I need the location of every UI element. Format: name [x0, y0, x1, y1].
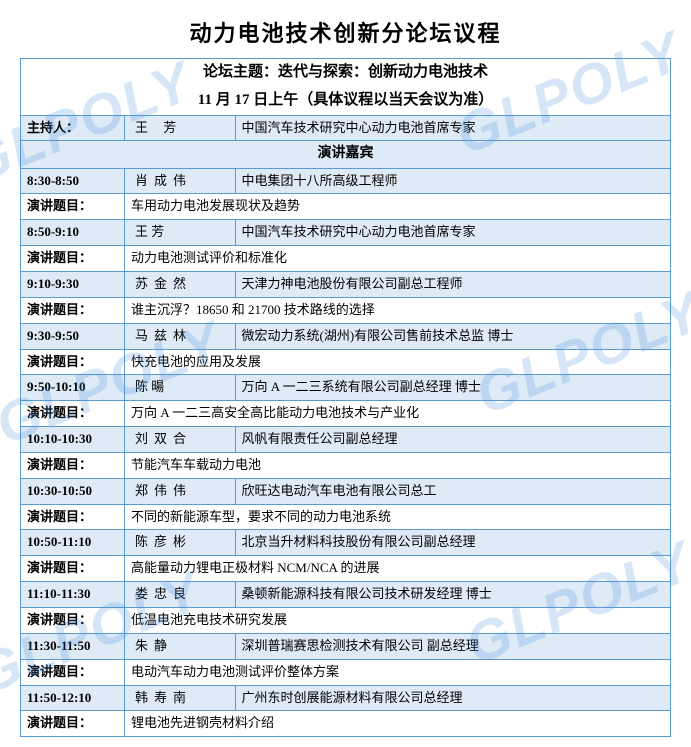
host-row: 主持人： 王 芳 中国汽车技术研究中心动力电池首席专家 [21, 115, 671, 141]
speaker-name: 朱静 [125, 633, 236, 659]
page-title: 动力电池技术创新分论坛议程 [20, 16, 671, 48]
session-time: 9:10-9:30 [21, 272, 125, 298]
subtitle-row: 论坛主题：迭代与探索：创新动力电池技术 [21, 59, 671, 87]
speaker-row: 9:30-9:50马兹林微宏动力系统(湖州)有限公司售前技术总监 博士 [21, 323, 671, 349]
speaker-name: 苏金然 [125, 272, 236, 298]
topic-row: 演讲题目：谁主沉浮？18650 和 21700 技术路线的选择 [21, 297, 671, 323]
speaker-row: 10:30-10:50郑伟伟欣旺达电动汽车电池有限公司总工 [21, 478, 671, 504]
forum-subtitle: 论坛主题：迭代与探索：创新动力电池技术 [21, 59, 671, 87]
speaker-name: 娄忠良 [125, 582, 236, 608]
speaker-org: 万向 A 一二三系统有限公司副总经理 博士 [235, 375, 671, 401]
topic-text: 低温电池充电技术研究发展 [125, 607, 671, 633]
speaker-org: 深圳普瑞赛思检测技术有限公司 副总经理 [235, 633, 671, 659]
session-time: 8:30-8:50 [21, 168, 125, 194]
topic-text: 快充电池的应用及发展 [125, 349, 671, 375]
topic-text: 锂电池先进钢壳材料介绍 [125, 711, 671, 737]
topic-label: 演讲题目： [21, 452, 125, 478]
session-time: 11:30-11:50 [21, 633, 125, 659]
topic-text: 高能量动力锂电正极材料 NCM/NCA 的进展 [125, 556, 671, 582]
speaker-row: 8:50-9:10王 芳中国汽车技术研究中心动力电池首席专家 [21, 220, 671, 246]
topic-label: 演讲题目： [21, 711, 125, 737]
speaker-row: 11:50-12:10韩寿南广州东时创展能源材料有限公司总经理 [21, 685, 671, 711]
host-label: 主持人： [21, 115, 125, 141]
speakers-header: 演讲嘉宾 [21, 141, 671, 168]
topic-label: 演讲题目： [21, 401, 125, 427]
topic-row: 演讲题目：锂电池先进钢壳材料介绍 [21, 711, 671, 737]
topic-label: 演讲题目： [21, 607, 125, 633]
host-name: 王 芳 [125, 115, 236, 141]
speaker-org: 天津力神电池股份有限公司副总工程师 [235, 272, 671, 298]
topic-label: 演讲题目： [21, 659, 125, 685]
topic-text: 不同的新能源车型，要求不同的动力电池系统 [125, 504, 671, 530]
forum-date: 11 月 17 日上午（具体议程以当天会议为准） [21, 87, 671, 115]
speaker-org: 桑顿新能源科技有限公司技术研发经理 博士 [235, 582, 671, 608]
topic-label: 演讲题目： [21, 194, 125, 220]
speaker-name: 刘双合 [125, 427, 236, 453]
speaker-row: 10:10-10:30刘双合风帆有限责任公司副总经理 [21, 427, 671, 453]
date-row: 11 月 17 日上午（具体议程以当天会议为准） [21, 87, 671, 115]
topic-row: 演讲题目：低温电池充电技术研究发展 [21, 607, 671, 633]
speaker-org: 中国汽车技术研究中心动力电池首席专家 [235, 220, 671, 246]
speaker-name: 郑伟伟 [125, 478, 236, 504]
session-time: 11:10-11:30 [21, 582, 125, 608]
topic-row: 演讲题目：车用动力电池发展现状及趋势 [21, 194, 671, 220]
topic-text: 车用动力电池发展现状及趋势 [125, 194, 671, 220]
speaker-row: 11:30-11:50朱静深圳普瑞赛思检测技术有限公司 副总经理 [21, 633, 671, 659]
speaker-row: 9:50-10:10陈 暘万向 A 一二三系统有限公司副总经理 博士 [21, 375, 671, 401]
speaker-name: 陈 暘 [125, 375, 236, 401]
session-time: 10:30-10:50 [21, 478, 125, 504]
topic-label: 演讲题目： [21, 556, 125, 582]
session-time: 11:50-12:10 [21, 685, 125, 711]
topic-text: 万向 A 一二三高安全高比能动力电池技术与产业化 [125, 401, 671, 427]
topic-text: 电动汽车动力电池测试评价整体方案 [125, 659, 671, 685]
topic-label: 演讲题目： [21, 349, 125, 375]
topic-row: 演讲题目：电动汽车动力电池测试评价整体方案 [21, 659, 671, 685]
session-time: 10:50-11:10 [21, 530, 125, 556]
host-org: 中国汽车技术研究中心动力电池首席专家 [235, 115, 671, 141]
speaker-name: 马兹林 [125, 323, 236, 349]
topic-row: 演讲题目：节能汽车车载动力电池 [21, 452, 671, 478]
speaker-row: 9:10-9:30苏金然天津力神电池股份有限公司副总工程师 [21, 272, 671, 298]
speaker-row: 11:10-11:30娄忠良桑顿新能源科技有限公司技术研发经理 博士 [21, 582, 671, 608]
session-time: 9:30-9:50 [21, 323, 125, 349]
speaker-org: 北京当升材料科技股份有限公司副总经理 [235, 530, 671, 556]
topic-text: 动力电池测试评价和标准化 [125, 246, 671, 272]
topic-label: 演讲题目： [21, 297, 125, 323]
speaker-name: 肖成伟 [125, 168, 236, 194]
speaker-row: 10:50-11:10陈彦彬北京当升材料科技股份有限公司副总经理 [21, 530, 671, 556]
speaker-name: 韩寿南 [125, 685, 236, 711]
topic-row: 演讲题目：快充电池的应用及发展 [21, 349, 671, 375]
topic-label: 演讲题目： [21, 504, 125, 530]
agenda-table: 论坛主题：迭代与探索：创新动力电池技术 11 月 17 日上午（具体议程以当天会… [20, 58, 671, 737]
topic-text: 节能汽车车载动力电池 [125, 452, 671, 478]
topic-row: 演讲题目：动力电池测试评价和标准化 [21, 246, 671, 272]
topic-row: 演讲题目：万向 A 一二三高安全高比能动力电池技术与产业化 [21, 401, 671, 427]
speaker-org: 风帆有限责任公司副总经理 [235, 427, 671, 453]
topic-row: 演讲题目：高能量动力锂电正极材料 NCM/NCA 的进展 [21, 556, 671, 582]
speaker-name: 陈彦彬 [125, 530, 236, 556]
speakers-header-row: 演讲嘉宾 [21, 141, 671, 168]
speaker-org: 欣旺达电动汽车电池有限公司总工 [235, 478, 671, 504]
topic-label: 演讲题目： [21, 246, 125, 272]
speaker-org: 广州东时创展能源材料有限公司总经理 [235, 685, 671, 711]
session-time: 9:50-10:10 [21, 375, 125, 401]
topic-text: 谁主沉浮？18650 和 21700 技术路线的选择 [125, 297, 671, 323]
speaker-name: 王 芳 [125, 220, 236, 246]
speaker-org: 中电集团十八所高级工程师 [235, 168, 671, 194]
session-time: 10:10-10:30 [21, 427, 125, 453]
session-time: 8:50-9:10 [21, 220, 125, 246]
speaker-org: 微宏动力系统(湖州)有限公司售前技术总监 博士 [235, 323, 671, 349]
topic-row: 演讲题目：不同的新能源车型，要求不同的动力电池系统 [21, 504, 671, 530]
speaker-row: 8:30-8:50肖成伟中电集团十八所高级工程师 [21, 168, 671, 194]
